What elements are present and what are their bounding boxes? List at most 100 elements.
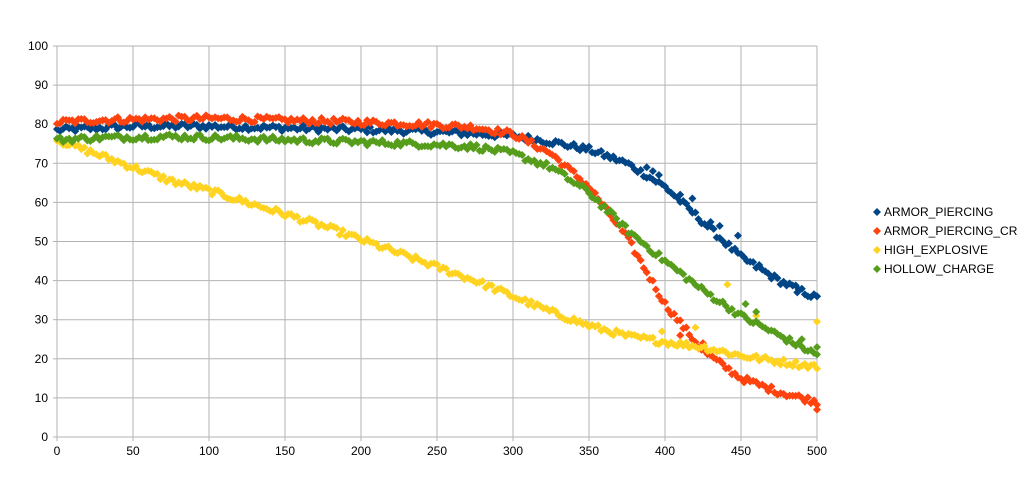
data-point: [360, 121, 369, 130]
data-point: [627, 238, 636, 247]
x-tick-label: 500: [807, 444, 827, 458]
data-point: [679, 270, 688, 279]
data-point: [366, 123, 375, 132]
data-point-outlier: [813, 405, 821, 414]
data-point-outlier: [813, 343, 821, 352]
data-point: [813, 350, 821, 359]
data-point: [326, 120, 335, 129]
data-point: [332, 224, 341, 233]
x-tick-label: 100: [199, 444, 219, 458]
data-point: [478, 277, 487, 286]
data-point: [493, 124, 502, 133]
data-point: [290, 123, 299, 132]
y-tick-label: 80: [35, 117, 49, 131]
data-point-outlier: [691, 323, 700, 332]
data-point: [80, 143, 89, 152]
data-point: [709, 224, 718, 233]
y-tick-label: 70: [35, 156, 49, 170]
data-point: [773, 274, 782, 283]
data-point: [132, 162, 141, 171]
data-point: [661, 297, 669, 306]
data-point: [612, 214, 621, 223]
y-tick-label: 20: [35, 352, 49, 366]
data-point: [211, 121, 220, 130]
y-tick-label: 30: [35, 313, 49, 327]
legend-label: ARMOR_PIERCING_CR: [884, 224, 1018, 238]
legend: ARMOR_PIERCING ARMOR_PIERCING_CR HIGH_EXPL…: [873, 205, 1018, 276]
data-point: [648, 276, 657, 285]
data-point: [776, 360, 785, 369]
data-point: [375, 126, 384, 135]
data-point: [250, 117, 259, 126]
data-point: [785, 334, 794, 343]
data-point: [779, 355, 788, 364]
data-point-outlier: [733, 231, 742, 240]
data-point: [554, 155, 563, 164]
x-tick-label: 300: [503, 444, 523, 458]
data-point: [399, 248, 408, 257]
data-point: [797, 284, 806, 293]
data-point-outlier: [755, 260, 764, 269]
data-point: [752, 351, 761, 360]
series-armor-piercing-cr: [53, 111, 821, 414]
data-point-outlier: [676, 331, 685, 340]
data-point: [813, 364, 821, 373]
data-point: [727, 305, 736, 314]
data-point: [338, 226, 347, 235]
data-point: [676, 316, 685, 325]
x-tick-label: 150: [275, 444, 295, 458]
data-point: [101, 125, 110, 134]
data-point: [560, 169, 569, 178]
data-point: [205, 185, 213, 194]
x-tick-label: 250: [427, 444, 447, 458]
series-hollow-charge: [53, 130, 821, 359]
data-point: [505, 148, 514, 157]
data-point: [609, 331, 618, 340]
data-point-outlier: [797, 335, 806, 344]
x-tick-label: 450: [731, 444, 751, 458]
data-point: [724, 364, 733, 373]
data-point: [670, 309, 679, 318]
data-point: [423, 118, 432, 127]
grid-layer: [53, 45, 818, 441]
data-point: [706, 290, 715, 299]
data-point: [314, 119, 323, 128]
series-layer: [53, 111, 821, 414]
data-point: [594, 196, 603, 205]
y-tick-label: 60: [35, 195, 49, 209]
data-point: [521, 295, 530, 304]
series-high-explosive: [53, 136, 821, 373]
x-tick-label: 200: [351, 444, 371, 458]
data-point: [642, 268, 651, 277]
data-point-outlier: [793, 288, 802, 297]
data-point: [791, 357, 800, 366]
data-point: [293, 212, 302, 221]
x-tick-label: 0: [54, 444, 61, 458]
data-point: [594, 321, 603, 330]
data-point: [311, 217, 320, 226]
data-point: [700, 342, 709, 351]
data-point: [636, 166, 645, 175]
data-point: [682, 323, 691, 332]
data-point: [527, 297, 536, 306]
y-tick-label: 100: [28, 39, 48, 53]
data-point: [505, 127, 514, 136]
data-point: [159, 172, 168, 181]
y-tick-label: 0: [41, 430, 48, 444]
data-point: [609, 209, 618, 218]
data-point-outlier: [752, 307, 761, 316]
data-point: [171, 117, 180, 126]
data-point: [651, 285, 660, 294]
data-point: [448, 127, 457, 136]
data-point: [192, 120, 201, 129]
data-point: [621, 221, 630, 230]
data-point: [433, 260, 441, 269]
data-point-outlier: [813, 292, 821, 301]
data-point: [153, 169, 162, 178]
data-point-outlier: [723, 280, 732, 289]
data-point: [463, 124, 472, 133]
data-point: [718, 359, 727, 368]
legend-marker: [873, 246, 881, 254]
data-point: [487, 281, 496, 290]
